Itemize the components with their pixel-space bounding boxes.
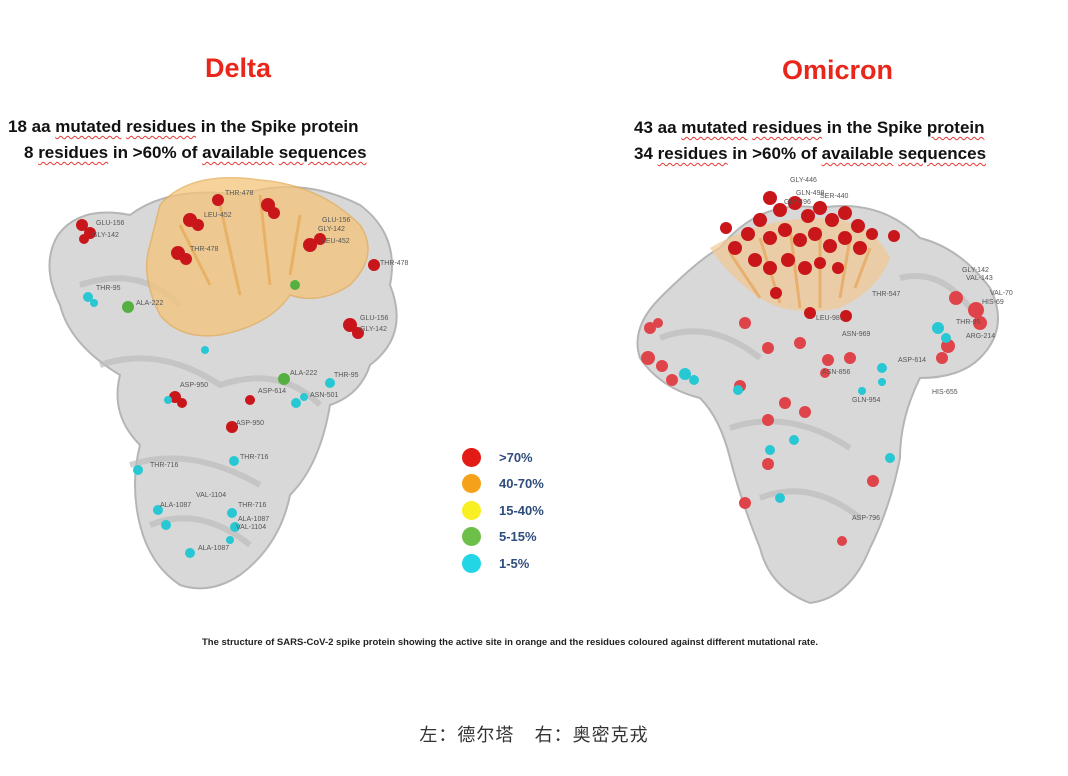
svg-text:THR-95: THR-95 <box>334 372 359 379</box>
svg-text:GLN-498: GLN-498 <box>796 190 825 197</box>
svg-text:GLY-142: GLY-142 <box>962 267 989 274</box>
svg-text:GLU-156: GLU-156 <box>322 217 351 224</box>
svg-text:ALA-222: ALA-222 <box>290 370 317 377</box>
omicron-spike-structure: GLY-446 GLN-498 SER-440 GLY-496 GLY-142 … <box>636 177 1013 605</box>
legend-swatch <box>462 553 481 573</box>
svg-text:GLN-954: GLN-954 <box>852 397 881 404</box>
legend-label: 5-15% <box>499 529 537 545</box>
legend-item: 5-15% <box>462 524 544 551</box>
omicron-subtitle-line2: 34 residues in >60% of available sequenc… <box>634 144 987 163</box>
svg-text:THR-478: THR-478 <box>225 190 254 197</box>
svg-text:LEU-981: LEU-981 <box>816 315 844 322</box>
svg-text:THR-547: THR-547 <box>872 291 901 298</box>
svg-text:HIS-69: HIS-69 <box>982 299 1004 306</box>
svg-text:ASN-969: ASN-969 <box>842 331 871 338</box>
delta-subtitle-line2: 8 residues in >60% of available sequence… <box>24 143 367 162</box>
legend-swatch <box>462 527 481 547</box>
svg-text:LEU-452: LEU-452 <box>204 212 232 219</box>
svg-text:GLY-142: GLY-142 <box>360 326 387 333</box>
legend-swatch <box>462 447 481 467</box>
svg-text:THR-716: THR-716 <box>240 454 269 461</box>
delta-subtitle-line1: 18 aa mutated residues in the Spike prot… <box>8 117 359 136</box>
svg-text:THR-478: THR-478 <box>190 246 219 253</box>
svg-text:ALA-222: ALA-222 <box>136 300 163 307</box>
svg-text:ASP-614: ASP-614 <box>898 357 926 364</box>
legend-label: 15-40% <box>499 502 544 518</box>
svg-text:ALA-1087: ALA-1087 <box>238 516 269 523</box>
figure-caption: The structure of SARS-CoV-2 spike protei… <box>201 637 819 648</box>
svg-text:ASP-950: ASP-950 <box>180 382 208 389</box>
svg-text:GLU-156: GLU-156 <box>96 220 125 227</box>
svg-text:ASP-796: ASP-796 <box>852 515 880 522</box>
legend-swatch <box>462 500 481 520</box>
svg-text:THR-716: THR-716 <box>150 462 179 469</box>
footer-caption: 左：德尔塔 右：奥密克戎 <box>419 725 649 746</box>
svg-text:VAL-143: VAL-143 <box>966 275 993 282</box>
legend-label: >70% <box>499 449 533 465</box>
svg-text:GLY-142: GLY-142 <box>92 232 119 239</box>
svg-text:ARG-214: ARG-214 <box>966 333 995 340</box>
svg-text:ASP-950: ASP-950 <box>236 420 264 427</box>
legend-label: 40-70% <box>499 476 544 492</box>
delta-title: Delta <box>205 53 272 83</box>
legend-item: >70% <box>462 444 544 471</box>
svg-text:GLY-446: GLY-446 <box>790 177 817 184</box>
legend-item: 1-5% <box>462 550 544 577</box>
legend-swatch <box>462 474 481 494</box>
svg-text:HIS-655: HIS-655 <box>932 389 958 396</box>
svg-text:VAL-70: VAL-70 <box>990 290 1013 297</box>
omicron-subtitle-line1: 43 aa mutated residues in the Spike prot… <box>634 118 985 137</box>
svg-text:ASN-501: ASN-501 <box>310 392 339 399</box>
svg-text:THR-478: THR-478 <box>380 260 409 267</box>
svg-text:THR-716: THR-716 <box>238 502 267 509</box>
svg-text:THR-95: THR-95 <box>956 319 981 326</box>
svg-text:ALA-1087: ALA-1087 <box>160 502 191 509</box>
svg-text:VAL-1104: VAL-1104 <box>236 524 266 531</box>
svg-text:THR-95: THR-95 <box>96 285 121 292</box>
svg-text:ASP-614: ASP-614 <box>258 388 286 395</box>
legend-item: 15-40% <box>462 497 544 524</box>
svg-text:GLY-142: GLY-142 <box>318 226 345 233</box>
legend-label: 1-5% <box>499 555 530 571</box>
mutation-rate-legend: >70% 40-70% 15-40% 5-15% 1-5% <box>462 444 544 577</box>
svg-text:GLY-496: GLY-496 <box>784 199 811 206</box>
svg-text:VAL-1104: VAL-1104 <box>196 492 226 499</box>
legend-item: 40-70% <box>462 471 544 498</box>
svg-text:GLU-156: GLU-156 <box>360 315 389 322</box>
delta-spike-structure: GLU-156 GLY-142 THR-478 LEU-452 GLU-156 … <box>48 177 409 590</box>
svg-text:SER-440: SER-440 <box>820 193 849 200</box>
svg-text:LEU-452: LEU-452 <box>322 238 350 245</box>
svg-text:ALA-1087: ALA-1087 <box>198 545 229 552</box>
omicron-title: Omicron <box>782 55 894 85</box>
svg-text:ASN-856: ASN-856 <box>822 369 851 376</box>
